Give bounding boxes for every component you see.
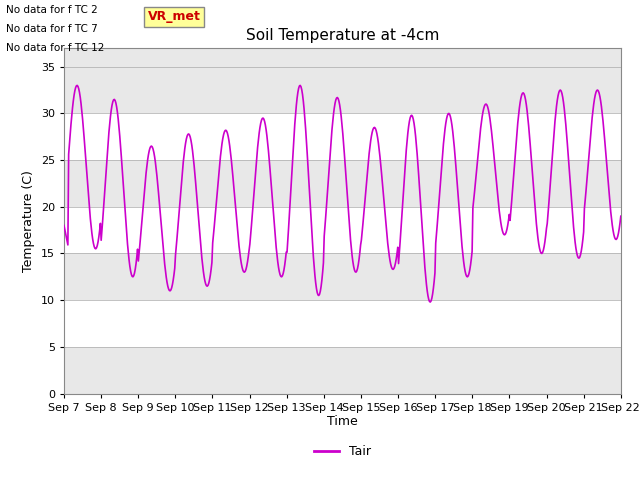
Bar bbox=[64, 300, 621, 347]
Bar bbox=[64, 113, 621, 160]
Text: No data for f TC 12: No data for f TC 12 bbox=[6, 43, 105, 53]
Bar bbox=[64, 160, 621, 207]
Bar bbox=[64, 67, 621, 113]
Title: Soil Temperature at -4cm: Soil Temperature at -4cm bbox=[246, 28, 439, 43]
Bar bbox=[64, 253, 621, 300]
Legend: Tair: Tair bbox=[309, 440, 376, 463]
Text: VR_met: VR_met bbox=[147, 11, 200, 24]
Text: No data for f TC 7: No data for f TC 7 bbox=[6, 24, 98, 34]
Text: No data for f TC 2: No data for f TC 2 bbox=[6, 5, 98, 15]
X-axis label: Time: Time bbox=[327, 415, 358, 429]
Bar bbox=[64, 347, 621, 394]
Bar bbox=[64, 207, 621, 253]
Y-axis label: Temperature (C): Temperature (C) bbox=[22, 170, 35, 272]
